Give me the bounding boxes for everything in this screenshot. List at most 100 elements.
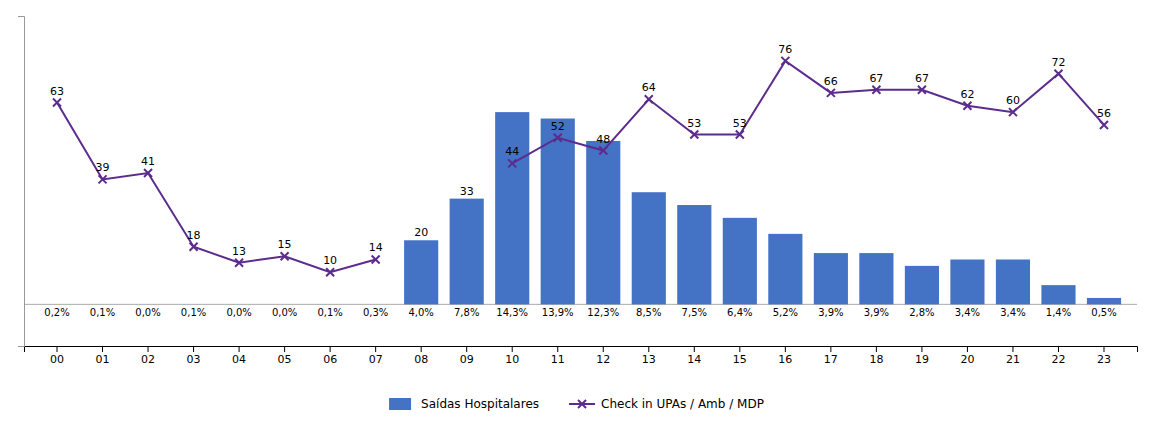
x-axis-line (25, 347, 1138, 353)
bar (495, 112, 529, 304)
x-tick-label: 12 (596, 353, 610, 366)
bar-label: 20 (414, 226, 428, 239)
line-label: 62 (960, 88, 974, 101)
x-axis: 0001020304050607080910111213141516171819… (25, 346, 1138, 366)
bar (859, 253, 893, 304)
marker (190, 243, 198, 251)
y-axis (18, 17, 25, 347)
x-tick-label: 10 (505, 353, 519, 366)
x-tick-label: 00 (50, 353, 64, 366)
line-label: 76 (778, 43, 792, 56)
x-tick: 12 (596, 346, 610, 366)
x-tick: 22 (1051, 346, 1065, 366)
line-label: 39 (96, 161, 110, 174)
bar (541, 119, 575, 305)
marker (827, 89, 835, 97)
line-label: 13 (232, 245, 246, 258)
x-tick: 01 (96, 346, 110, 366)
share-label: 3,9% (818, 307, 843, 318)
share-label: 0,5% (1091, 307, 1116, 318)
legend: Saídas Hospitalares Check in UPAs / Amb /… (389, 397, 764, 411)
marker (53, 99, 61, 107)
legend-label: Saídas Hospitalares (421, 397, 539, 411)
x-tick: 07 (369, 346, 383, 366)
line (57, 61, 1104, 272)
x-tick-label: 23 (1097, 353, 1111, 366)
x-tick-label: 05 (278, 353, 292, 366)
marker (508, 159, 516, 167)
legend-item: Saídas Hospitalares (389, 397, 539, 411)
x-tick-mark (375, 346, 376, 352)
x-tick-mark (967, 346, 968, 352)
x-tick-mark (830, 346, 831, 352)
line-label: 41 (141, 155, 155, 168)
share-label: 8,5% (636, 307, 661, 318)
legend-swatch (389, 398, 411, 410)
x-tick: 11 (551, 346, 565, 366)
x-tick-label: 13 (642, 353, 656, 366)
line-label: 18 (187, 229, 201, 242)
legend-label: Check in UPAs / Amb / MDP (601, 397, 764, 411)
x-tick: 00 (50, 346, 64, 366)
x-tick-label: 06 (323, 353, 337, 366)
bar (723, 218, 757, 305)
x-tick: 23 (1097, 346, 1111, 366)
x-tick: 02 (141, 346, 155, 366)
x-tick-label: 21 (1006, 353, 1020, 366)
line-label: 66 (824, 75, 838, 88)
x-tick-label: 01 (96, 353, 110, 366)
bar (814, 253, 848, 304)
x-tick-mark (193, 346, 194, 352)
share-label: 0,0% (226, 307, 251, 318)
x-tick-mark (102, 346, 103, 352)
x-tick-mark (603, 346, 604, 352)
line-label: 48 (596, 133, 610, 146)
share-label: 3,4% (955, 307, 980, 318)
share-label: 7,5% (682, 307, 707, 318)
share-label: 0,1% (181, 307, 206, 318)
x-tick-label: 07 (369, 353, 383, 366)
marker (918, 86, 926, 94)
marker (1054, 70, 1062, 78)
x-tick-mark (57, 346, 58, 352)
share-label: 3,4% (1000, 307, 1025, 318)
x-tick: 13 (642, 346, 656, 366)
marker (99, 175, 107, 183)
x-tick: 19 (915, 346, 929, 366)
x-tick-label: 17 (824, 353, 838, 366)
line-label: 15 (278, 238, 292, 251)
bar (586, 141, 620, 304)
share-label: 4,0% (408, 307, 433, 318)
x-tick: 10 (505, 346, 519, 366)
x-tick-mark (1012, 346, 1013, 352)
marks (24, 57, 1137, 304)
x-tick: 18 (869, 346, 883, 366)
share-label: 0,3% (363, 307, 388, 318)
share-label: 7,8% (454, 307, 479, 318)
marker (781, 57, 789, 65)
bar (677, 205, 711, 304)
x-tick-label: 16 (778, 353, 792, 366)
x-tick-label: 03 (187, 353, 201, 366)
marker (1100, 121, 1108, 129)
share-label: 3,9% (864, 307, 889, 318)
line-label: 53 (687, 117, 701, 130)
bar (450, 199, 484, 305)
marker (372, 255, 380, 263)
x-tick: 05 (278, 346, 292, 366)
line-label: 52 (551, 120, 565, 133)
share-label: 2,8% (909, 307, 934, 318)
x-tick: 04 (232, 346, 246, 366)
share-label: 6,4% (727, 307, 752, 318)
x-tick-mark (466, 346, 467, 352)
line-label: 67 (869, 72, 883, 85)
legend-marker (578, 400, 586, 408)
marker (599, 147, 607, 155)
x-tick-label: 22 (1051, 353, 1065, 366)
marker (554, 134, 562, 142)
line-label: 44 (505, 145, 519, 158)
x-tick-mark (785, 346, 786, 352)
bar (905, 266, 939, 304)
x-tick: 20 (960, 346, 974, 366)
share-label: 14,3% (496, 307, 528, 318)
